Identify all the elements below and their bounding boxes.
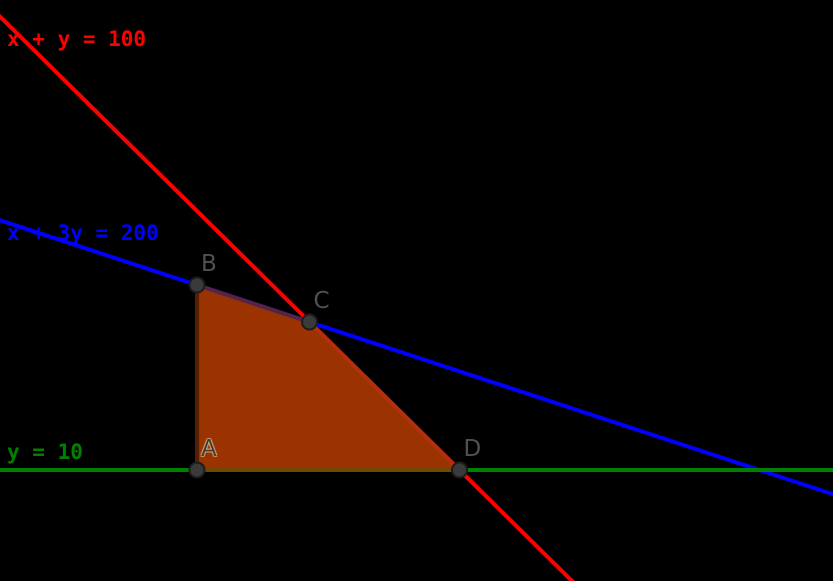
line-label-blue: x + 3y = 200 (7, 221, 159, 245)
point-dot-C (301, 313, 318, 331)
point-label-B: B (201, 251, 217, 277)
line-blue (0, 218, 833, 497)
point-dot-A (188, 461, 206, 479)
line-label-green: y = 10 (7, 440, 83, 464)
region-edge-BC (196, 283, 311, 324)
point-dot-B (188, 276, 206, 294)
point-dot-D (451, 461, 468, 479)
point-label-A: A (201, 436, 217, 462)
line-label-red: x + y = 100 (7, 27, 147, 51)
point-label-C: C (313, 288, 330, 314)
feasible-region (197, 285, 460, 470)
region-edge-CD (308, 320, 461, 472)
point-label-D: D (463, 436, 482, 462)
